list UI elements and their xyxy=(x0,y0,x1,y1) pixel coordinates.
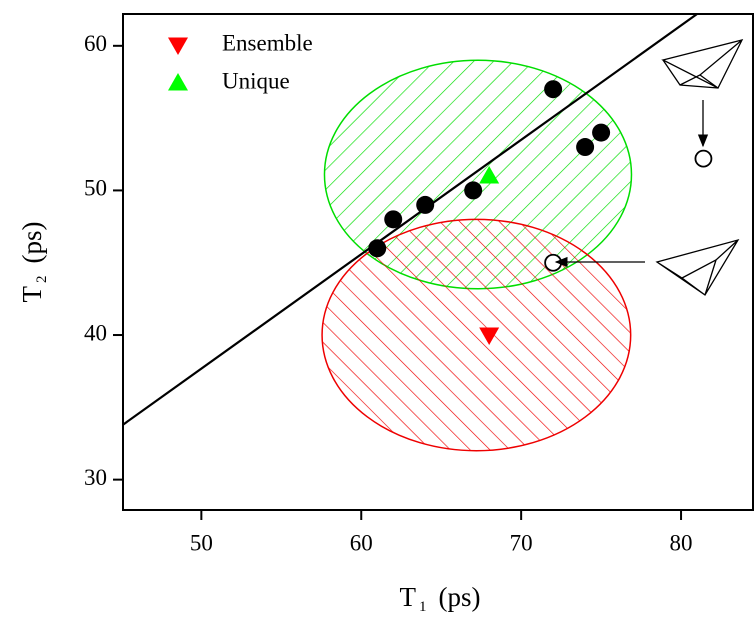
structure-icons xyxy=(554,39,744,296)
plot-frame xyxy=(122,13,754,511)
marker xyxy=(694,149,713,168)
y-tick-label: 30 xyxy=(84,465,107,490)
y-tick-label: 60 xyxy=(84,31,107,56)
plot-area xyxy=(123,14,713,452)
marker xyxy=(384,210,403,229)
marker xyxy=(464,181,483,200)
fit-line xyxy=(123,14,698,426)
marker xyxy=(544,253,563,272)
x-tick-label: 60 xyxy=(350,530,373,555)
marker xyxy=(544,80,563,99)
y-tick-label: 40 xyxy=(84,320,107,345)
x-label-part: (ps) xyxy=(439,582,481,612)
marker xyxy=(479,327,500,346)
marker xyxy=(592,123,611,142)
marker xyxy=(576,138,595,157)
marker xyxy=(479,165,500,184)
hatched-region xyxy=(321,218,632,452)
y-tick-label: 50 xyxy=(84,176,107,201)
y-label-part: (ps) xyxy=(17,222,47,264)
marker xyxy=(416,195,435,214)
y-axis-label: T 2 (ps) xyxy=(17,222,50,303)
legend-label: Ensemble xyxy=(222,30,313,55)
legend-marker xyxy=(168,73,188,91)
x-tick-label: 80 xyxy=(670,530,693,555)
y-label-part: T xyxy=(17,286,47,303)
y-label-part: 2 xyxy=(34,276,50,284)
x-label-part: T xyxy=(400,582,417,612)
icon-side xyxy=(655,238,740,296)
marker xyxy=(368,239,387,258)
x-tick-label: 70 xyxy=(510,530,533,555)
icon-top xyxy=(661,39,744,89)
x-tick-label: 50 xyxy=(190,530,213,555)
x-label-part: 1 xyxy=(419,599,427,615)
legend-marker xyxy=(168,37,188,55)
legend-label: Unique xyxy=(222,68,290,93)
x-axis-label: T 1 (ps) xyxy=(400,582,481,615)
